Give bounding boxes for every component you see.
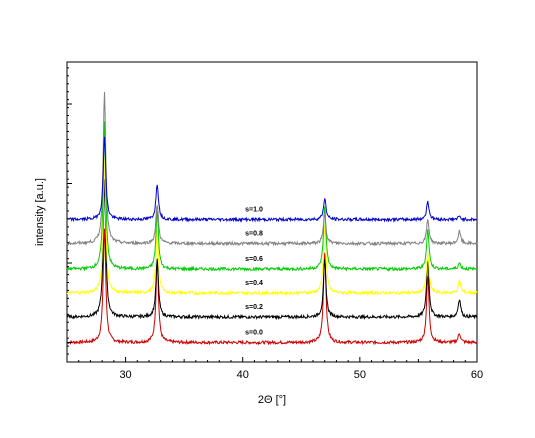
series-labels: s=1.0 s=0.8 s=0.6 s=0.4 s=0.2 s=0.0 [245,207,263,337]
y-axis-label: intensity [a.u.] [34,178,46,246]
x-axis-label: 2Θ [°] [258,394,286,406]
series-label: s=0.6 [245,256,263,263]
series-line-s10 [66,136,478,223]
x-tick-label: 60 [471,369,483,381]
series-line-s08 [66,91,478,247]
series-label: s=0.4 [245,280,263,287]
series-layer [66,91,478,346]
x-tick-label: 40 [237,369,249,381]
x-tick-label: 50 [354,369,366,381]
plot-frame [66,61,478,363]
x-tick-label: 30 [119,369,131,381]
series-line-s04 [66,158,478,297]
y-ticks [67,67,72,363]
series-line-s06 [66,121,478,272]
series-line-s00 [66,228,478,346]
series-label: s=1.0 [245,207,263,214]
series-label: s=0.0 [245,330,263,337]
series-label: s=0.2 [245,304,263,311]
series-label: s=0.8 [245,231,263,238]
x-ticks: 30 40 50 60 [78,357,483,381]
series-line-s02 [66,179,478,321]
